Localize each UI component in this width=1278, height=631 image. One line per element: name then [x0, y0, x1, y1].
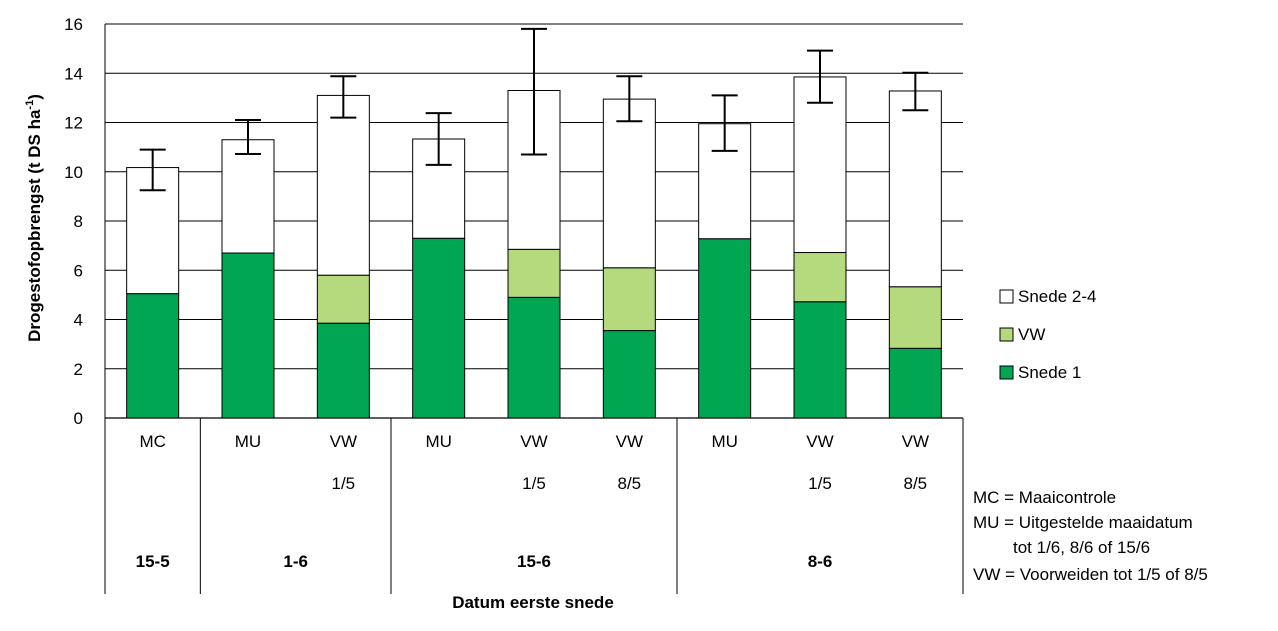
- y-tick-label: 8: [74, 212, 83, 231]
- y-tick-label: 16: [64, 15, 83, 34]
- y-axis-label-end: ): [25, 94, 44, 100]
- legend-label: Snede 1: [1018, 363, 1081, 382]
- x-category-label: VW: [902, 432, 929, 451]
- error-bar: [711, 94, 738, 152]
- segment-snede-1: [221, 252, 275, 419]
- error-bar: [521, 27, 547, 156]
- segment-snede-2-4: [221, 139, 275, 254]
- x-axis-label: Datum eerste snede: [452, 593, 614, 612]
- segment-snede-2-4: [602, 98, 656, 269]
- error-bar: [616, 75, 643, 123]
- x-category-label: MU: [711, 432, 737, 451]
- x-category-label: VW: [520, 432, 547, 451]
- error-bar: [425, 112, 452, 166]
- note-mu-detail: tot 1/6, 8/6 of 15/6: [1013, 538, 1150, 557]
- x-group-label: 1-6: [283, 552, 308, 571]
- segment-snede-1: [602, 330, 656, 419]
- legend-swatch: [999, 365, 1014, 380]
- segment-snede-2-4: [888, 90, 942, 288]
- x-sub-label: 8/5: [904, 474, 928, 493]
- segment-vw: [602, 267, 656, 332]
- error-bar: [807, 49, 833, 104]
- segment-snede-1: [888, 347, 942, 419]
- error-bar: [330, 75, 357, 119]
- segment-snede-1: [507, 296, 561, 419]
- y-tick-label: 10: [64, 163, 83, 182]
- y-axis-label: Drogestofopbrengst (t DS ha-1): [24, 94, 44, 342]
- x-category-label: MU: [425, 432, 451, 451]
- x-sub-label: 1/5: [332, 474, 356, 493]
- y-axis-label-main: Drogestofopbrengst (t DS ha: [25, 109, 44, 342]
- y-tick-labels: 0 2 4 6 8 10 12 14 16: [64, 15, 83, 428]
- y-tick-label: 14: [64, 64, 83, 83]
- note-mc: MC = Maaicontrole: [973, 488, 1116, 507]
- note-vw: VW = Voorweiden tot 1/5 of 8/5: [973, 565, 1208, 584]
- segment-snede-1: [316, 322, 370, 419]
- segment-vw: [793, 252, 847, 303]
- y-tick-label: 2: [74, 360, 83, 379]
- x-category-label: MC: [139, 432, 165, 451]
- y-tick-label: 4: [74, 311, 83, 330]
- x-sub-label: 1/5: [808, 474, 832, 493]
- x-group-label: 15-6: [517, 552, 551, 571]
- x-group-label: 15-5: [136, 552, 170, 571]
- y-axis-label-sup: -1: [24, 100, 36, 110]
- legend-label: Snede 2-4: [1018, 287, 1096, 306]
- segment-snede-2-4: [793, 76, 847, 254]
- error-bar: [235, 119, 261, 156]
- y-tick-label: 6: [74, 261, 83, 280]
- error-bar: [902, 71, 929, 112]
- segment-vw: [316, 274, 370, 324]
- error-bar: [139, 148, 166, 192]
- legend: Snede 2-4 VW Snede 1: [999, 287, 1096, 382]
- notes: MC = Maaicontrole MU = Uitgestelde maaid…: [973, 488, 1208, 584]
- legend-label: VW: [1018, 325, 1045, 344]
- segment-snede-2-4: [316, 94, 370, 276]
- bars: [126, 76, 942, 419]
- legend-swatch: [999, 289, 1014, 304]
- x-category-label: VW: [806, 432, 833, 451]
- legend-swatch: [999, 327, 1014, 342]
- x-category-label: VW: [330, 432, 357, 451]
- segment-snede-1: [793, 301, 847, 419]
- error-bars: [139, 27, 929, 192]
- x-category-label: VW: [616, 432, 643, 451]
- x-sub-label: 8/5: [618, 474, 642, 493]
- note-mu: MU = Uitgestelde maaidatum: [973, 513, 1193, 532]
- segment-vw: [507, 248, 561, 298]
- x-group-label: 8-6: [808, 552, 833, 571]
- y-tick-label: 12: [64, 114, 83, 133]
- segment-snede-1: [412, 237, 466, 419]
- y-tick-label: 0: [74, 409, 83, 428]
- segment-vw: [888, 286, 942, 349]
- x-axis-table: MC MU VW 1/5 MU VW 1/5 VW 8/5 MU VW 1/5 VW 8/5 15-5 1-6…: [104, 418, 964, 594]
- segment-snede-1: [126, 293, 180, 419]
- x-sub-label: 1/5: [522, 474, 546, 493]
- x-category-label: MU: [235, 432, 261, 451]
- segment-snede-1: [698, 238, 752, 419]
